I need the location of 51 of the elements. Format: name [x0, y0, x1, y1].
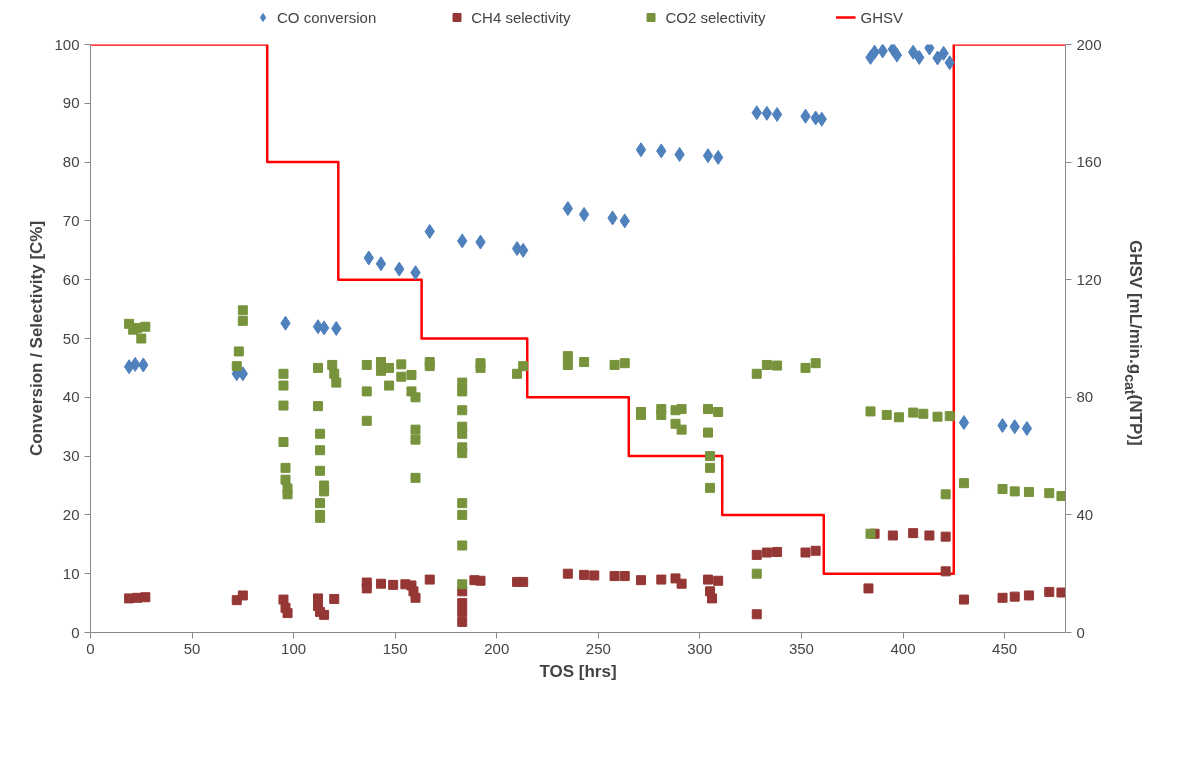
point	[237, 366, 249, 382]
y-tick-label: 100	[54, 35, 80, 53]
x-tick-label: 50	[183, 639, 201, 657]
point	[761, 105, 773, 121]
point	[712, 149, 724, 165]
y-tick-label: 50	[62, 329, 80, 347]
x-tick-label: 300	[687, 639, 713, 657]
point	[635, 142, 647, 158]
y-tick-label: 80	[62, 153, 80, 171]
x-tick-label: 250	[585, 639, 611, 657]
x-tick-label: 150	[382, 639, 408, 657]
x-tick-label: 450	[992, 639, 1018, 657]
y2-tick-label: 120	[1076, 270, 1102, 288]
y-tick-label: 0	[71, 623, 80, 641]
point	[1021, 420, 1033, 436]
x-axis-title: TOS [hrs]	[539, 661, 617, 681]
y2-tick-label: 40	[1076, 505, 1094, 523]
x-tick-label: 0	[86, 639, 95, 657]
point	[375, 256, 387, 272]
point	[891, 47, 903, 63]
point	[958, 415, 970, 431]
point	[517, 242, 529, 258]
point	[771, 106, 783, 122]
legend-label: CH4 selectivity	[471, 8, 571, 26]
legend-label: CO2 selectivity	[665, 8, 766, 26]
y-tick-label: 20	[62, 505, 80, 523]
x-tick-label: 100	[281, 639, 307, 657]
y-tick-label: 90	[62, 94, 80, 112]
y-tick-label: 10	[62, 564, 80, 582]
point	[907, 44, 919, 60]
x-tick-label: 400	[890, 639, 916, 657]
y-tick-label: 30	[62, 447, 80, 465]
point	[318, 320, 330, 336]
legend-label: CO conversion	[277, 8, 377, 26]
y2-tick-label: 160	[1076, 153, 1102, 171]
y-tick-label: 40	[62, 388, 80, 406]
line-series	[90, 44, 1066, 575]
point	[877, 44, 888, 59]
y2-tick-label: 0	[1076, 623, 1085, 641]
y-tick-label: 70	[62, 211, 80, 229]
point	[702, 148, 714, 164]
y2-tick-label: 80	[1076, 388, 1094, 406]
legend-label: GHSV	[860, 8, 903, 26]
y-axis-title: Conversion / Selectivity [C%]	[27, 220, 47, 457]
point	[331, 321, 342, 336]
y-tick-label: 60	[62, 270, 80, 288]
point	[578, 206, 590, 222]
x-tick-label: 350	[788, 639, 814, 657]
point	[562, 201, 574, 217]
x-tick-label: 200	[484, 639, 510, 657]
y2-tick-label: 200	[1076, 35, 1102, 53]
